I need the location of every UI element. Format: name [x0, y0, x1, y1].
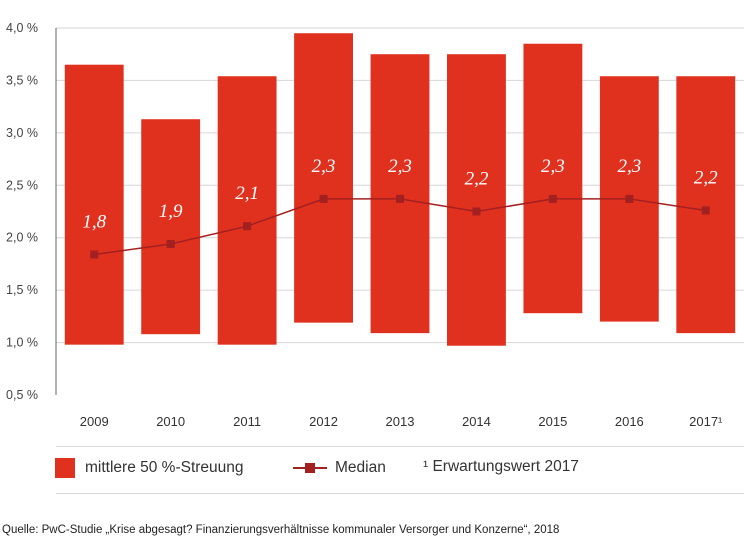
median-point	[396, 194, 404, 203]
x-axis-ticks: 2009 2010 2011 2012 2013 2014 2015 2016 2017¹	[80, 414, 723, 429]
source-note: Quelle: PwC-Studie „Krise abgesagt? Fina…	[2, 524, 560, 536]
x-tick-label: 2017¹	[689, 414, 723, 429]
median-data-label: 2,2	[465, 169, 489, 190]
y-tick-label: 3,0 %	[6, 126, 38, 140]
legend: mittlere 50 %-Streuung Median ¹ Erwartun…	[55, 458, 735, 482]
legend-label-median: Median	[335, 459, 386, 476]
median-data-label: 2,3	[541, 156, 565, 177]
x-tick-label: 2011	[233, 414, 261, 429]
legend-item-median: Median	[293, 458, 386, 478]
median-series	[90, 194, 710, 259]
x-tick-label: 2010	[156, 414, 185, 429]
median-data-label: 2,3	[617, 156, 641, 177]
legend-label-range: mittlere 50 %-Streuung	[85, 459, 244, 476]
y-tick-label: 1,0 %	[6, 336, 38, 350]
median-data-label: 2,3	[388, 156, 412, 177]
median-point	[625, 194, 634, 203]
x-tick-label: 2016	[615, 414, 644, 429]
x-tick-label: 2009	[80, 414, 109, 429]
legend-swatch-range	[55, 458, 75, 478]
y-tick-label: 4,0 %	[6, 21, 38, 35]
y-tick-label: 2,0 %	[6, 231, 38, 245]
median-data-label: 2,3	[312, 156, 336, 177]
median-data-label: 2,1	[235, 183, 259, 204]
x-tick-label: 2015	[538, 414, 567, 429]
x-tick-label: 2013	[386, 414, 415, 429]
median-point	[243, 222, 252, 231]
y-tick-label: 0,5 %	[6, 388, 38, 402]
median-point	[90, 250, 99, 259]
range-bar	[370, 54, 430, 334]
median-point	[472, 207, 481, 216]
median-point	[166, 240, 175, 249]
x-tick-label: 2012	[309, 414, 338, 429]
range-bar	[217, 76, 277, 345]
range-bar	[141, 119, 201, 335]
median-data-label: 2,2	[694, 167, 718, 188]
range-bar	[294, 33, 353, 323]
range-bar	[447, 54, 506, 346]
median-data-labels: 1,8 1,9 2,1 2,3 2,3 2,2 2,3 2,3 2,2	[82, 156, 718, 233]
legend-swatch-median	[293, 458, 327, 478]
median-point	[319, 194, 328, 203]
legend-footnote: ¹ Erwartungswert 2017	[423, 458, 579, 476]
median-data-label: 1,8	[82, 211, 106, 232]
range-chart: 0,5 % 1,0 % 1,5 % 2,0 % 2,5 % 3,0 % 3,5 % 4,0 %…	[6, 21, 744, 429]
y-axis-ticks: 0,5 % 1,0 % 1,5 % 2,0 % 2,5 % 3,0 % 3,5 % 4,0 %	[6, 21, 38, 402]
median-data-label: 1,9	[159, 201, 183, 222]
range-bar	[523, 43, 583, 314]
y-tick-label: 3,5 %	[6, 73, 38, 87]
y-tick-label: 1,5 %	[6, 283, 38, 297]
legend-footnote-text: ¹ Erwartungswert 2017	[423, 458, 579, 475]
range-bar	[676, 76, 736, 334]
legend-divider-top	[56, 446, 744, 447]
median-point	[548, 194, 557, 203]
median-point	[701, 206, 710, 215]
range-bar	[64, 64, 124, 345]
x-tick-label: 2014	[462, 414, 491, 429]
y-tick-label: 2,5 %	[6, 178, 38, 192]
legend-item-range: mittlere 50 %-Streuung	[55, 458, 244, 478]
legend-divider-bottom	[56, 493, 744, 494]
